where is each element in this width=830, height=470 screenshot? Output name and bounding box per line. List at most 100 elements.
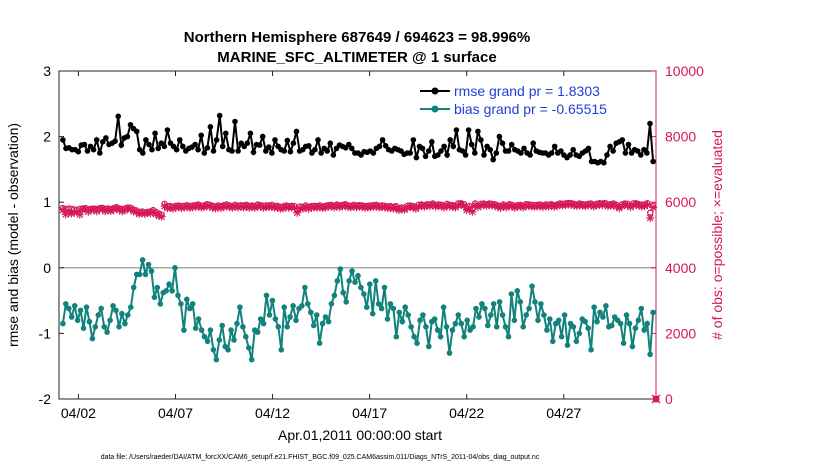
rmse-point: [407, 150, 414, 156]
evaluated-point: [493, 203, 502, 212]
bias-point: [63, 301, 69, 307]
bias-point: [644, 320, 650, 327]
y-tick-right-label: 10000: [665, 63, 704, 79]
bias-point: [650, 309, 656, 316]
rmse-point: [210, 148, 217, 154]
evaluated-point: [231, 202, 240, 211]
evaluated-point: [121, 206, 130, 215]
rmse-point: [558, 148, 564, 154]
evaluated-point: [420, 202, 429, 211]
bias-point: [74, 317, 81, 324]
bias-point: [585, 325, 591, 332]
rmse-point: [487, 146, 494, 153]
bias-point: [623, 312, 630, 318]
evaluated-point: [228, 203, 237, 212]
bias-point: [331, 292, 338, 299]
x-tick-label: 04/27: [546, 405, 581, 421]
bias-point: [142, 271, 149, 278]
rmse-point: [441, 143, 447, 150]
evaluated-point: [457, 200, 466, 209]
y-tick-left-label: 1: [43, 194, 51, 210]
bias-point: [308, 309, 314, 316]
bias-point: [423, 324, 429, 330]
rmse-point: [256, 142, 263, 148]
bias-point: [641, 327, 647, 333]
bias-point: [375, 301, 382, 307]
bias-point: [547, 316, 553, 322]
bias-point: [594, 318, 600, 325]
bias-point: [334, 278, 341, 284]
y-tick-right-label: 2000: [665, 325, 696, 341]
evaluated-point: [177, 204, 186, 213]
bias-point: [647, 351, 653, 358]
rmse-point: [140, 150, 146, 156]
evaluated-point: [160, 202, 169, 211]
rmse-point: [634, 148, 641, 154]
evaluated-point: [442, 201, 451, 210]
bias-point: [352, 279, 358, 286]
rmse-point: [450, 143, 457, 150]
rmse-point: [287, 148, 294, 155]
bias-point: [369, 310, 376, 317]
rmse-point: [444, 152, 450, 158]
evaluated-point: [200, 203, 209, 212]
rmse-point: [429, 139, 435, 145]
bias-point: [116, 324, 122, 330]
evaluated-point: [208, 203, 217, 212]
rmse-point: [644, 150, 650, 156]
rmse-point: [638, 152, 644, 158]
chart-subtitle: MARINE_SFC_ALTIMETER @ 1 surface: [217, 49, 496, 66]
bias-point: [532, 299, 538, 305]
bias-point: [349, 268, 355, 274]
rmse-point: [201, 150, 208, 156]
bias-point: [626, 320, 633, 327]
bias-point: [216, 337, 223, 343]
bias-point: [68, 314, 75, 320]
rmse-point: [161, 143, 168, 150]
y-tick-right-label: 6000: [665, 194, 696, 210]
rmse-point: [272, 137, 278, 143]
bias-point: [95, 312, 102, 318]
evaluated-point: [301, 203, 310, 212]
evaluated-point: [304, 204, 313, 213]
evaluated-point: [547, 201, 556, 210]
evaluated-point: [440, 203, 449, 212]
evaluated-point: [612, 202, 621, 211]
data-file-footer: data file: /Users/raeder/DAI/ATM_forcXX/…: [101, 454, 540, 461]
bias-point: [485, 322, 491, 329]
bias-point: [591, 304, 597, 311]
evaluated-point: [479, 201, 488, 210]
evaluated-point: [358, 203, 367, 212]
bias-point: [243, 333, 249, 340]
bias-point: [355, 272, 361, 279]
bias-point: [163, 288, 169, 294]
bias-point: [529, 283, 535, 290]
rmse-point: [650, 158, 656, 165]
evaluated-point: [615, 204, 624, 213]
evaluated-point: [499, 202, 508, 211]
bias-point: [437, 333, 444, 340]
bias-point: [195, 316, 202, 322]
evaluated-point: [135, 210, 144, 219]
evaluated-point: [143, 208, 152, 217]
bias-point: [635, 317, 642, 324]
rmse-point: [465, 127, 472, 133]
bias-point: [77, 307, 84, 314]
y-tick-left-label: -2: [39, 391, 52, 407]
bias-point: [71, 303, 78, 309]
evaluated-point: [245, 203, 254, 212]
evaluated-point: [649, 203, 658, 212]
bias-point: [107, 317, 113, 324]
bias-point: [187, 305, 193, 312]
bias-point: [275, 324, 282, 330]
evaluated-point: [581, 202, 590, 211]
rmse-point: [370, 150, 377, 156]
bias-point: [405, 312, 412, 318]
rmse-point: [346, 141, 352, 148]
rmse-point: [468, 141, 475, 148]
y-tick-right-label: 8000: [665, 129, 696, 145]
evaluated-point: [482, 201, 491, 210]
bias-point: [80, 325, 87, 332]
bias-point: [184, 296, 190, 303]
evaluated-point: [346, 203, 355, 212]
